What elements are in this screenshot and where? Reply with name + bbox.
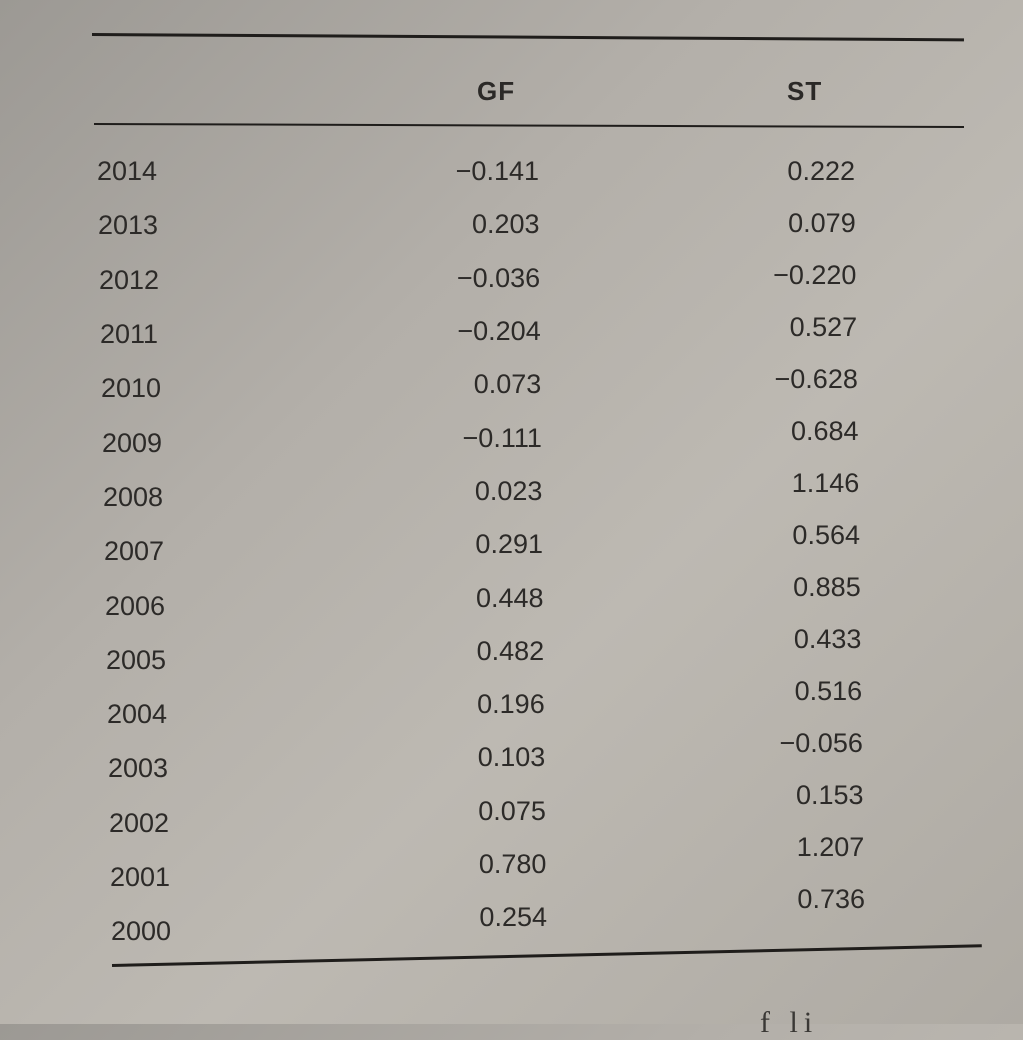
cell-gf: 0.448 <box>476 582 544 613</box>
cell-gf: −0.111 <box>462 422 542 453</box>
row-year: 2014 <box>97 156 158 186</box>
row-year: 2001 <box>110 862 171 893</box>
row-year: 2002 <box>109 807 170 838</box>
row-year: 2006 <box>105 590 166 621</box>
row-year: 2008 <box>103 481 164 512</box>
cell-gf: 0.073 <box>473 369 542 400</box>
cell-st: 0.222 <box>787 156 855 186</box>
cell-st: 0.079 <box>788 208 856 239</box>
cell-gf: −0.204 <box>457 315 541 346</box>
next-text-fragment: f li <box>760 1006 819 1039</box>
cell-st: 0.736 <box>797 884 865 915</box>
cell-st: −0.056 <box>779 728 863 759</box>
cell-st: 0.516 <box>794 676 863 707</box>
cell-gf: 0.291 <box>475 529 543 560</box>
cell-gf: 0.254 <box>479 902 547 933</box>
cell-st: −0.628 <box>774 364 858 395</box>
cell-st: 1.207 <box>796 832 865 863</box>
cell-gf: 0.023 <box>474 475 543 506</box>
cell-gf: 0.103 <box>477 742 546 773</box>
column-header-gf: GF <box>477 76 516 106</box>
row-year: 2003 <box>108 753 169 784</box>
cell-gf: 0.482 <box>476 635 545 666</box>
cell-gf: 0.075 <box>478 795 546 826</box>
row-year: 2012 <box>99 264 160 295</box>
cell-gf: 0.203 <box>472 209 540 240</box>
cell-st: 0.433 <box>793 624 862 655</box>
cell-st: 0.527 <box>789 312 858 343</box>
row-year: 2009 <box>102 427 163 458</box>
row-year: 2007 <box>104 536 165 567</box>
row-year: 2011 <box>100 318 159 349</box>
row-year: 2000 <box>111 916 172 947</box>
cell-gf: −0.141 <box>455 156 539 186</box>
cell-st: −0.220 <box>773 260 857 291</box>
cell-gf: 0.196 <box>477 689 545 720</box>
column-header-st: ST <box>787 76 823 106</box>
cell-st: 1.146 <box>791 468 860 499</box>
cell-gf: 0.780 <box>478 849 547 880</box>
cell-st: 0.885 <box>793 572 861 603</box>
row-year: 2005 <box>106 644 167 675</box>
cell-st: 0.564 <box>792 520 860 551</box>
cell-st: 0.153 <box>796 780 864 811</box>
row-year: 2013 <box>98 210 159 241</box>
cell-gf: −0.036 <box>456 262 541 293</box>
row-year: 2004 <box>107 699 168 730</box>
cell-st: 0.684 <box>791 416 859 447</box>
row-year: 2010 <box>101 373 162 404</box>
